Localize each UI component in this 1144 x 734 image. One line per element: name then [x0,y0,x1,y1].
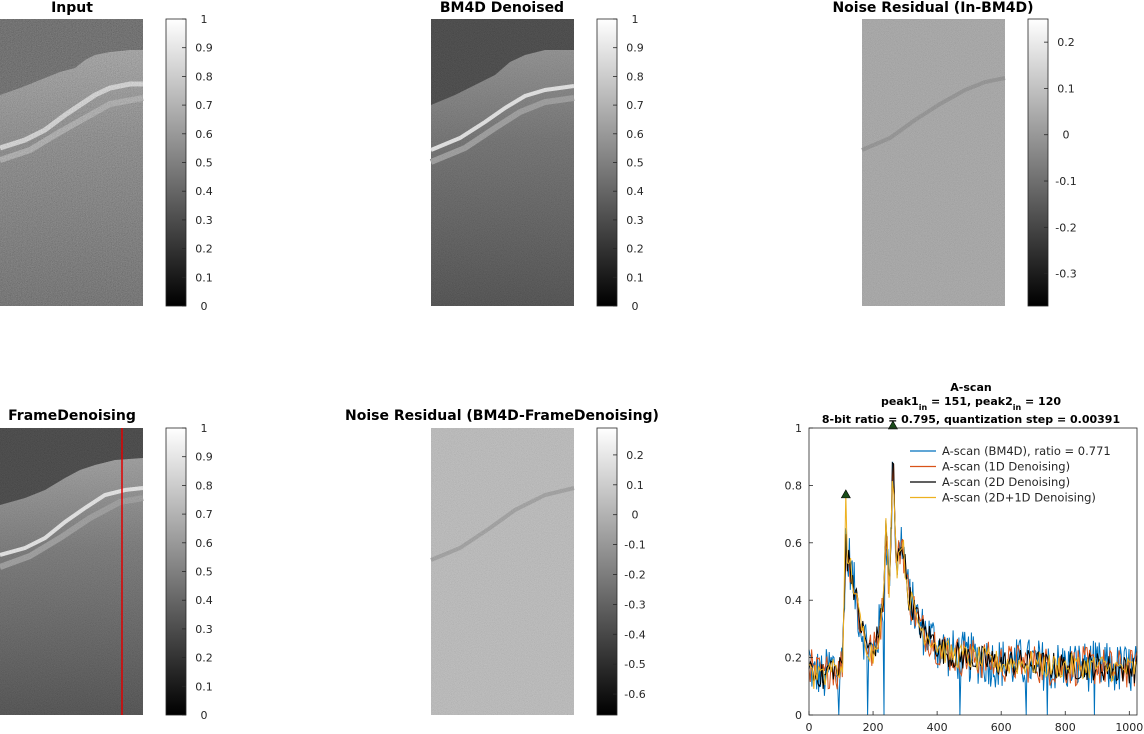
legend-label: A-scan (2D Denoising) [942,475,1070,489]
oct-image [0,19,144,306]
y-tick-label: 1 [795,422,802,435]
panel-title: Noise Residual (BM4D-FrameDenoising) [345,408,659,424]
colorbar-tick-label: 0.1 [195,680,213,693]
colorbar-tick-label: 0.1 [626,271,644,284]
colorbar-tick-label: -0.5 [624,658,645,671]
panel-ascan-chart: A-scan peak1in = 151, peak2in = 120 8-bi… [785,381,1144,734]
colorbar-tick-label: 1 [201,422,208,435]
colorbar-tick-label: -0.2 [1055,221,1076,234]
colorbar-tick-label: -0.3 [1055,268,1076,281]
colorbar-tick-label: 0 [201,300,208,313]
colorbar-tick-label: 0.1 [195,271,213,284]
colorbar: 0 0.1 0.2 0.3 0.4 0.5 0.6 0.7 0.8 0.9 1 [165,422,213,722]
colorbar-tick-label: 0 [201,709,208,722]
colorbar-tick-label: 0.8 [626,70,644,83]
colorbar-tick-label: -0.2 [624,568,645,581]
colorbar: 0 0.1 0.2 0.3 0.4 0.5 0.6 0.7 0.8 0.9 1 [165,13,213,313]
axes-box [808,427,1138,716]
panel-input: Input 0 0.1 0.2 0.3 0.4 0.5 0.6 0.7 0.8 0.9 1 [0,0,213,313]
chart-title: A-scan [950,381,991,394]
colorbar-tick-label: 1 [201,13,208,26]
oct-image [0,428,144,715]
colorbar-tick-label: 0 [632,509,639,522]
colorbar-tick-label: 0.6 [626,128,644,141]
x-tick-label: 400 [927,721,948,734]
colorbar-tick-label: 0.4 [195,185,213,198]
panel-title: Input [51,0,93,16]
colorbar-tick-label: 0.9 [195,42,213,55]
colorbar-tick-label: 0.3 [626,214,644,227]
colorbar-tick-label: 0.7 [195,508,213,521]
panel-title: FrameDenoising [8,408,136,424]
x-tick-label: 1000 [1115,721,1143,734]
residual-image [861,19,1006,306]
y-tick-label: 0 [795,709,802,722]
colorbar-tick-label: 0.2 [195,652,213,665]
colorbar-tick-label: -0.1 [624,539,645,552]
colorbar: 0 0.1 0.2 0.3 0.4 0.5 0.6 0.7 0.8 0.9 1 [596,13,644,313]
x-tick-label: 200 [863,721,884,734]
colorbar: -0.3 -0.2 -0.1 0 0.1 0.2 [1027,18,1077,307]
y-tick-label: 0.2 [785,652,803,665]
colorbar-tick-label: 0.7 [626,99,644,112]
colorbar-tick-label: 0 [632,300,639,313]
panel-noise-residual-in-bm4d: Noise Residual (In-BM4D) -0.3 -0.2 -0.1 0 0.… [832,0,1077,307]
colorbar: -0.6 -0.5 -0.4 -0.3 -0.2 -0.1 0 0.1 0.2 [596,427,646,716]
colorbar-tick-label: -0.4 [624,628,645,641]
y-tick-label: 0.6 [785,537,803,550]
colorbar-tick-label: 0.9 [195,451,213,464]
colorbar-tick-label: 0.3 [195,623,213,636]
panel-title: Noise Residual (In-BM4D) [832,0,1033,16]
colorbar-tick-label: 0.5 [195,566,213,579]
panel-frame-denoising: FrameDenoising 0 0.1 0.2 0.3 0.4 0.5 0.6 0.7 0.8… [0,408,213,722]
colorbar-tick-label: 0.1 [626,479,644,492]
colorbar-tick-label: 0.3 [195,214,213,227]
legend-label: A-scan (2D+1D Denoising) [942,491,1096,505]
series-line [808,481,1137,689]
peak-marker [840,489,851,499]
colorbar-tick-label: 0.7 [195,99,213,112]
colorbar-tick-label: 0.8 [195,479,213,492]
colorbar-tick-label: -0.3 [624,598,645,611]
colorbar-tick-label: 0.5 [626,157,644,170]
colorbar-tick-label: 0.2 [195,243,213,256]
panel-bm4d-denoised: BM4D Denoised 00.10.20.30.40.50.60.70.80… [429,0,644,313]
colorbar-tick-label: -0.6 [624,688,645,701]
colorbar-tick-label: 0.6 [195,537,213,550]
legend-label: A-scan (1D Denoising) [942,460,1070,474]
colorbar-tick-label: 0.1 [1057,82,1075,95]
colorbar-tick-label: 0.2 [1057,36,1075,49]
residual-image [430,428,575,715]
y-tick-label: 0.4 [785,594,803,607]
colorbar-tick-label: 0.9 [626,42,644,55]
colorbar-tick-label: 0.4 [626,185,644,198]
peak-marker [887,420,898,430]
colorbar-tick-label: 0.8 [195,70,213,83]
colorbar-tick-label: 0.2 [626,243,644,256]
colorbar-tick-label: 1 [632,13,639,26]
colorbar-tick-label: 0 [1063,129,1070,142]
colorbar-tick-label: 0.5 [195,157,213,170]
x-tick-label: 800 [1055,721,1076,734]
colorbar-tick-label: -0.1 [1055,175,1076,188]
x-tick-label: 0 [806,721,813,734]
legend: A-scan (BM4D), ratio = 0.771 A-scan (1D D… [910,444,1111,505]
chart-subtitle-ratio: 8-bit ratio = 0.795, quantization step =… [822,413,1120,426]
panel-title: BM4D Denoised [440,0,564,16]
ascan-plot-area: 0 200 400 600 800 1000 0 0.2 0.4 0.6 0.8 1 A-scan (B… [785,420,1143,734]
colorbar-tick-label: 0.4 [195,594,213,607]
legend-label: A-scan (BM4D), ratio = 0.771 [942,444,1111,458]
panel-noise-residual-bm4d-frame: Noise Residual (BM4D-FrameDenoising) -0.… [345,408,659,716]
y-tick-label: 0.8 [785,479,803,492]
chart-subtitle-peaks: peak1in = 151, peak2in = 120 [881,395,1061,412]
oct-image [429,19,575,306]
colorbar-tick-label: 0.2 [626,449,644,462]
colorbar-tick-label: 0.6 [195,128,213,141]
x-tick-label: 600 [991,721,1012,734]
